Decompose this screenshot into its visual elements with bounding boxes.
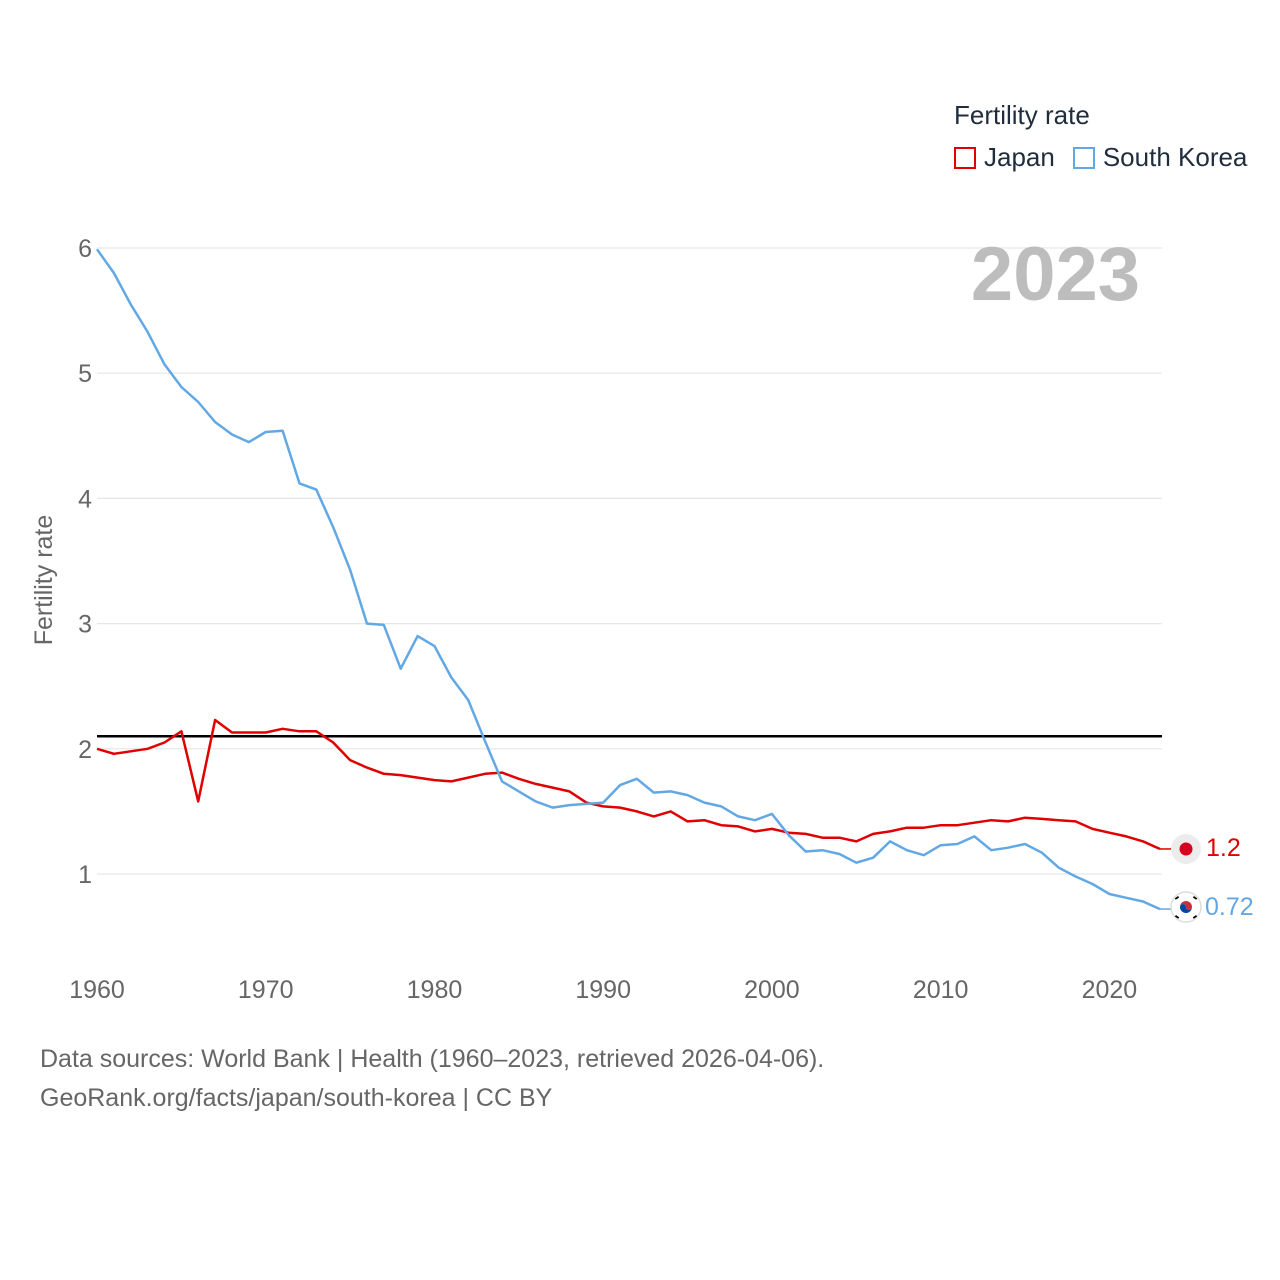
japan-end-value: 1.2 <box>1206 834 1241 862</box>
legend-swatch-japan <box>954 146 976 169</box>
grid-lines <box>97 247 1162 875</box>
legend-swatch-south-korea <box>1072 146 1095 169</box>
end-markers: 1.2 0.72 <box>1170 834 1254 923</box>
series-line-south-korea[interactable] <box>95 248 1161 911</box>
legend-label-japan: Japan <box>984 142 1055 172</box>
y-axis-label: Fertility rate <box>30 515 58 646</box>
legend-label-south-korea: South Korea <box>1102 142 1248 172</box>
y-tick-label: 1 <box>78 861 92 889</box>
x-tick-label: 2010 <box>913 976 969 1004</box>
x-axis-ticks: 1960 1970 1980 1990 2000 2010 2020 <box>69 976 1137 1004</box>
year-label: 2023 <box>971 232 1140 317</box>
series-lines <box>95 248 1171 911</box>
legend-item-japan[interactable]: Japan <box>954 142 1055 173</box>
legend-item-south-korea[interactable]: South Korea <box>1072 142 1248 173</box>
south-korea-end-value: 0.72 <box>1205 893 1254 921</box>
south-korea-flag-icon <box>1170 891 1202 923</box>
series-line-japan[interactable] <box>96 718 1161 851</box>
legend: Japan South Korea <box>954 142 1265 173</box>
x-tick-label: 2000 <box>744 976 800 1004</box>
x-tick-label: 1970 <box>238 976 294 1004</box>
x-tick-label: 1990 <box>575 976 631 1004</box>
legend-title: Fertility rate <box>954 100 1090 130</box>
y-tick-label: 5 <box>78 360 92 388</box>
y-tick-label: 6 <box>78 235 92 263</box>
footer-attribution[interactable]: GeoRank.org/facts/japan/south-korea | CC… <box>40 1084 553 1112</box>
x-tick-label: 1980 <box>407 976 463 1004</box>
footer-sources: Data sources: World Bank | Health (1960–… <box>40 1045 825 1073</box>
x-tick-label: 2020 <box>1082 976 1138 1004</box>
y-tick-label: 2 <box>78 736 92 764</box>
y-tick-label: 4 <box>78 485 92 513</box>
japan-flag-icon <box>1171 834 1201 864</box>
y-axis-ticks: 1 2 3 4 5 6 <box>78 235 92 889</box>
x-tick-label: 1960 <box>69 976 125 1004</box>
y-tick-label: 3 <box>78 611 92 639</box>
